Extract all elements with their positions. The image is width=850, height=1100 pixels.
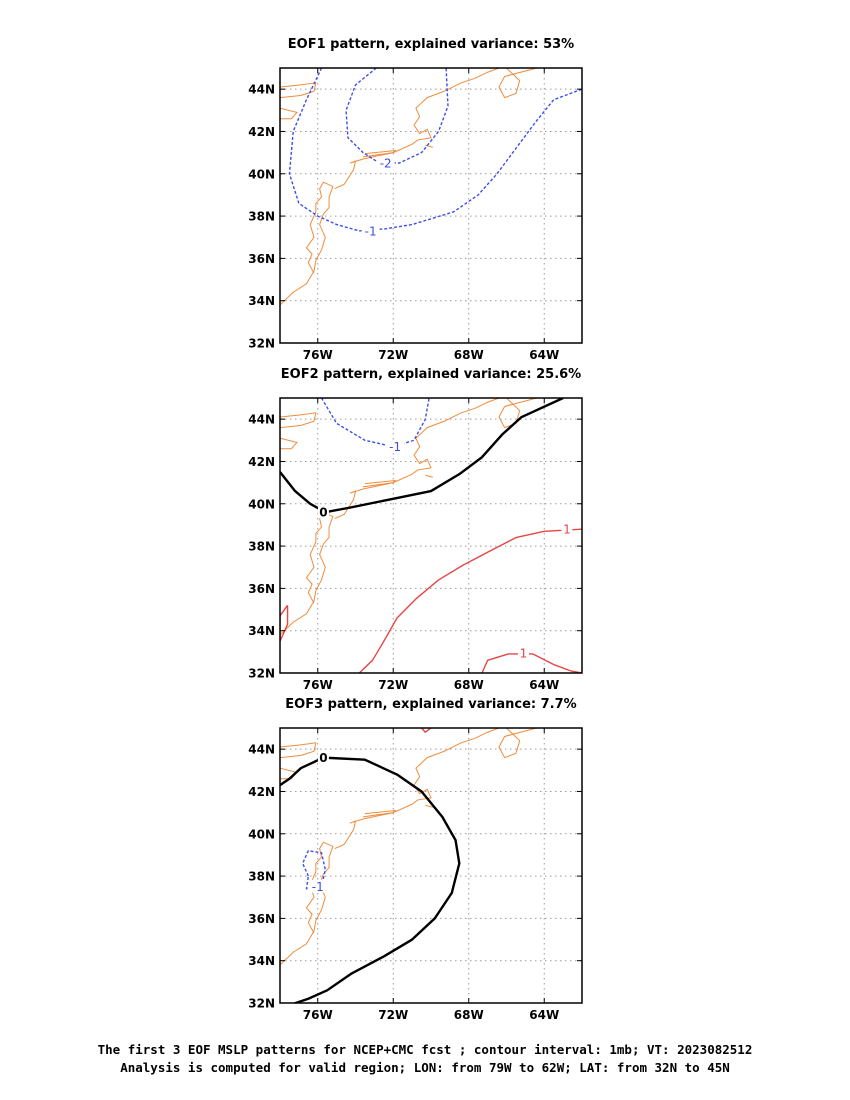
contour-line [288, 68, 582, 232]
x-tick-label: 76W [303, 678, 333, 692]
y-tick-label: 38N [248, 210, 275, 224]
x-tick-label: 64W [529, 1008, 559, 1022]
coastline-segment [334, 728, 500, 850]
contour-label-bg [317, 750, 329, 764]
y-tick-label: 36N [248, 582, 275, 596]
y-tick-label: 38N [248, 870, 275, 884]
coastline-segment [280, 107, 298, 120]
coastline [280, 68, 554, 306]
y-tick-label: 44N [248, 743, 275, 757]
y-tick-label: 44N [248, 83, 275, 97]
y-tick-label: 40N [248, 827, 275, 841]
y-tick-label: 44N [248, 413, 275, 427]
coastline-segment [280, 437, 298, 450]
y-tick-label: 42N [248, 125, 275, 139]
x-tick-label: 68W [454, 348, 484, 362]
coastline-segment [362, 809, 397, 818]
y-tick-label: 40N [248, 167, 275, 181]
x-tick-label: 76W [303, 348, 333, 362]
coastline-segment [425, 804, 434, 808]
panel-title: EOF2 pattern, explained variance: 25.6% [280, 367, 582, 382]
coastline-segment [362, 149, 397, 158]
eof1-chart: -1 -2 76W 72W 68W 64W 32N 34N 36N 38N 40N 42N 44N [248, 67, 583, 362]
y-tick-label: 32N [248, 337, 275, 351]
contour-line [421, 728, 432, 733]
coastline-segment [280, 82, 317, 99]
coastline-segment [280, 841, 334, 966]
y-tick-label: 34N [248, 624, 275, 638]
contour-label-bg [361, 223, 380, 237]
caption-line-1: The first 3 EOF MSLP patterns for NCEP+C… [97, 1042, 753, 1057]
contour-line [280, 398, 564, 514]
contour-label: 1 [520, 646, 528, 660]
x-tick-label: 64W [529, 348, 559, 362]
contour-line [301, 849, 326, 890]
y-tick-label: 36N [248, 252, 275, 266]
contour-line [345, 68, 449, 164]
plot-frame [279, 727, 583, 1004]
contour-label: -1 [389, 440, 401, 454]
eof3-chart: 0 -1 76W 72W 68W 64W 32N 34N 36N 38N 40N 42N 44N [248, 727, 583, 1022]
contour-line [481, 653, 582, 673]
caption-line-2: Analysis is computed for valid region; L… [120, 1060, 730, 1075]
contour-label-bg [561, 522, 573, 536]
y-tick-label: 32N [248, 667, 275, 681]
coastline-segment [425, 474, 434, 478]
x-tick-label: 64W [529, 678, 559, 692]
contour-label-bg [386, 439, 405, 453]
contour-label: 0 [319, 751, 327, 765]
coastline [280, 728, 554, 966]
contour-label: 1 [563, 523, 571, 537]
y-tick-label: 36N [248, 912, 275, 926]
y-tick-label: 34N [248, 954, 275, 968]
plot-frame [279, 397, 583, 674]
coastline-segment [498, 728, 554, 759]
coastline-segment [334, 398, 500, 520]
coastline-segment [498, 398, 554, 429]
y-tick-label: 42N [248, 785, 275, 799]
coastline-segment [280, 412, 317, 429]
x-tick-label: 72W [378, 678, 408, 692]
coastline [280, 398, 554, 636]
y-tick-label: 40N [248, 497, 275, 511]
coastline-segment [280, 181, 334, 306]
y-tick-label: 34N [248, 294, 275, 308]
contour-label-bg [317, 505, 329, 519]
contour-label: 0 [319, 506, 327, 520]
y-tick-label: 32N [248, 997, 275, 1011]
contour-label: -2 [380, 157, 392, 171]
contour-label-bg [376, 156, 395, 170]
coastline-segment [425, 144, 434, 148]
coastline-segment [280, 742, 317, 759]
coastline-segment [280, 511, 334, 636]
x-tick-label: 68W [454, 1008, 484, 1022]
plot-frame [279, 67, 583, 344]
coastline-segment [362, 479, 397, 488]
contour-line [280, 756, 461, 1003]
panel-title: EOF1 pattern, explained variance: 53% [287, 37, 575, 52]
coastline-segment [498, 68, 554, 99]
eof2-chart: -1 0 1 1 76W 72W 68W 64W 32N 34N 36N 38N 40N 42N 44N [248, 397, 583, 692]
contour-line [280, 604, 289, 642]
x-tick-label: 68W [454, 678, 484, 692]
contour-label-bg [517, 645, 529, 659]
contour-label: -1 [365, 224, 377, 238]
x-tick-label: 72W [378, 1008, 408, 1022]
x-tick-label: 72W [378, 348, 408, 362]
y-tick-label: 42N [248, 455, 275, 469]
contour-label: -1 [312, 880, 324, 894]
contour-line [358, 528, 582, 673]
x-tick-label: 76W [303, 1008, 333, 1022]
coastline-segment [334, 68, 500, 190]
y-tick-label: 38N [248, 540, 275, 554]
contour-label-bg [308, 879, 327, 893]
panel-title: EOF3 pattern, explained variance: 7.7% [285, 697, 577, 712]
